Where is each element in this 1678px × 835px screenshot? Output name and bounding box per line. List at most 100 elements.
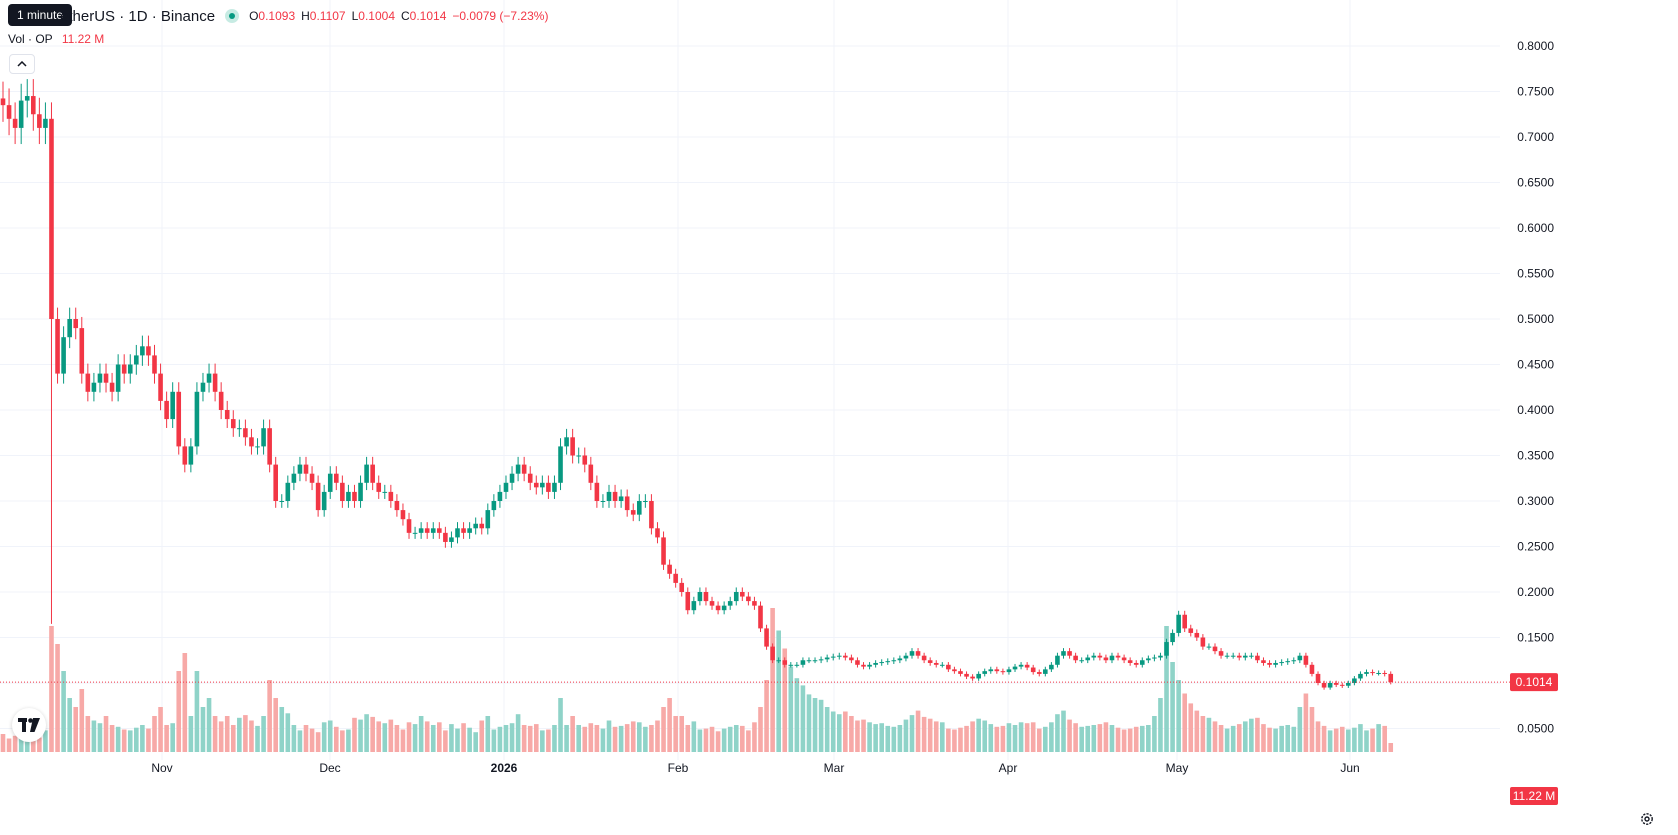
candle-body [218, 391, 224, 410]
candle-body [182, 446, 188, 465]
volume-bar [740, 725, 745, 752]
candle-body [479, 523, 485, 529]
volume-bar [994, 726, 1000, 752]
volume-bar [1230, 725, 1236, 752]
volume-bar [303, 725, 309, 752]
volume-bar [279, 707, 285, 752]
candle-body [1176, 614, 1181, 633]
candle-body [612, 491, 618, 501]
volume-bar [1297, 707, 1303, 752]
candle-body [297, 464, 303, 474]
volume-bar [461, 723, 466, 752]
volume-bar [600, 728, 606, 752]
candle-body [164, 400, 169, 420]
candle-body [6, 105, 12, 119]
volume-legend[interactable]: Vol · OP 11.22 M [8, 32, 104, 46]
volume-bar [709, 726, 715, 752]
candle-body [437, 528, 442, 533]
candle-body [1170, 632, 1175, 643]
candle-body [273, 464, 278, 501]
collapse-legend-button[interactable] [9, 54, 35, 74]
candle-body [1249, 655, 1254, 657]
candle-body [873, 662, 878, 665]
volume-bar [449, 724, 454, 752]
candle-body [515, 464, 521, 474]
volume-bar [61, 671, 66, 752]
candle-body [1121, 657, 1127, 661]
tradingview-logo-icon[interactable] [12, 708, 46, 742]
volume-bar [630, 721, 636, 752]
candle-body [1079, 660, 1084, 662]
candle-body [1224, 655, 1230, 657]
volume-label: Vol · OP [8, 32, 53, 46]
volume-bar [352, 717, 357, 752]
candle-body [1279, 662, 1284, 664]
candle-body [1188, 628, 1194, 633]
volume-bar [1224, 728, 1230, 752]
volume-bar [546, 729, 551, 752]
candle-body [661, 537, 666, 565]
candle-body [170, 391, 175, 420]
candle-body [1103, 657, 1109, 661]
ohlc-open: O0.1093 [249, 9, 296, 23]
volume-bar [188, 716, 194, 752]
candle-body [570, 437, 575, 456]
candle-body [843, 655, 848, 658]
volume-bar [370, 716, 375, 752]
volume-bar [1018, 722, 1024, 752]
volume-bar [1273, 728, 1278, 752]
symbol-title[interactable]: etherUS · 1D · Binance [60, 7, 216, 25]
volume-bar [946, 728, 951, 752]
volume-bar [1339, 726, 1345, 752]
volume-bar [618, 725, 624, 752]
chart-legend: etherUS · 1D · Binance O0.1093 H0.1107 L… [60, 6, 554, 26]
volume-bar [733, 725, 739, 752]
volume-bar [552, 725, 557, 752]
volume-bar [764, 680, 769, 752]
volume-bar [806, 694, 812, 752]
candle-body [394, 501, 400, 511]
candle-body [527, 473, 533, 483]
volume-bar [703, 728, 709, 752]
volume-bar [37, 737, 42, 752]
candle-body [624, 496, 630, 511]
volume-bar [721, 728, 727, 752]
volume-bar [673, 716, 678, 752]
candle-body [758, 605, 763, 629]
candle-body [1133, 662, 1139, 665]
volume-bar [1061, 710, 1066, 752]
candle-body [1321, 683, 1327, 688]
volume-bar [1012, 725, 1018, 752]
candle-body [121, 364, 127, 374]
price-tick-label: 0.4500 [1517, 358, 1554, 372]
volume-bar [697, 729, 703, 752]
volume-bar [873, 724, 878, 752]
volume-bar [1158, 698, 1163, 752]
volume-bar [564, 725, 569, 752]
candle-body [49, 118, 54, 319]
volume-bar [933, 721, 939, 752]
volume-bar [800, 685, 806, 752]
ohlc-close: C0.1014 [401, 9, 447, 23]
volume-bar [1194, 710, 1200, 752]
volume-bar [31, 734, 36, 752]
current-volume-tag [1510, 787, 1558, 805]
candle-body [903, 655, 909, 659]
volume-bar [661, 707, 666, 752]
volume-bar [1170, 662, 1175, 752]
candle-body [1382, 672, 1387, 674]
volume-bar [473, 732, 478, 752]
volume-bar [970, 721, 975, 752]
gear-icon[interactable] [1636, 808, 1658, 830]
candle-body [321, 491, 327, 511]
volume-bar [267, 680, 272, 752]
candle-body [921, 655, 927, 661]
volume-bar [55, 644, 60, 752]
candle-body [73, 319, 79, 329]
volume-bar [1146, 725, 1151, 752]
volume-bar [958, 727, 963, 752]
candle-body [721, 605, 727, 611]
volume-bar [218, 721, 224, 752]
time-tick-label: Dec [319, 761, 340, 775]
